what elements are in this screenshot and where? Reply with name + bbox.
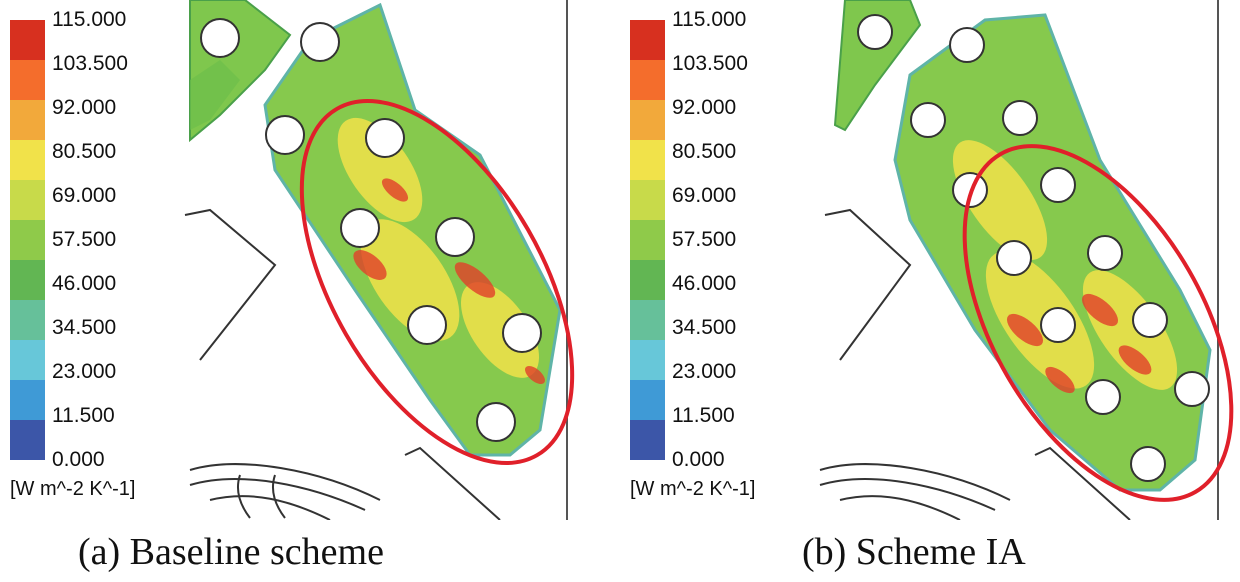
legend-tick: 57.500 <box>672 228 737 251</box>
legend-tick: 57.500 <box>52 228 117 251</box>
legend-tick: 46.000 <box>52 272 117 295</box>
heat-transfer-contour <box>819 0 1234 520</box>
legend-tick: 46.000 <box>672 272 737 295</box>
legend-tick: 69.000 <box>672 184 737 207</box>
legend-tick: 0.000 <box>52 448 105 471</box>
legend-tick: 0.000 <box>672 448 725 471</box>
legend-tick: 23.000 <box>52 360 117 383</box>
legend-tick: 80.500 <box>672 140 737 163</box>
legend-tick: 80.500 <box>52 140 117 163</box>
legend-tick: 92.000 <box>672 96 737 119</box>
panel-caption: (a) Baseline scheme <box>78 531 384 573</box>
panel-scheme-ia: 115.000 103.500 92.000 80.500 69.000 57.… <box>620 0 1240 582</box>
legend-tick: 69.000 <box>52 184 117 207</box>
color-legend: 115.000 103.500 92.000 80.500 69.000 57.… <box>10 8 210 530</box>
legend-tick: 103.500 <box>52 52 128 75</box>
legend-tick: 115.000 <box>672 8 747 31</box>
color-scale-bar <box>630 20 665 460</box>
heat-transfer-contour <box>184 0 575 520</box>
legend-tick: 11.500 <box>52 404 115 427</box>
color-scale-bar <box>10 20 45 460</box>
legend-units: [W m^-2 K^-1] <box>10 478 136 500</box>
legend-tick: 34.500 <box>52 316 117 339</box>
legend-tick: 92.000 <box>52 96 117 119</box>
legend-units: [W m^-2 K^-1] <box>630 478 756 500</box>
panel-baseline: 115.000 103.500 92.000 80.500 69.000 57.… <box>10 0 575 573</box>
legend-tick: 11.500 <box>672 404 735 427</box>
legend-tick: 23.000 <box>672 360 737 383</box>
highlight-ellipse <box>299 99 575 465</box>
legend-tick: 115.000 <box>52 8 127 31</box>
wall-outline <box>184 208 277 361</box>
legend-tick: 34.500 <box>672 316 737 339</box>
legend-tick: 103.500 <box>672 52 748 75</box>
panel-caption: (b) Scheme IA <box>802 531 1026 573</box>
color-legend: 115.000 103.500 92.000 80.500 69.000 57.… <box>630 8 830 530</box>
highlight-ellipse <box>962 144 1234 502</box>
